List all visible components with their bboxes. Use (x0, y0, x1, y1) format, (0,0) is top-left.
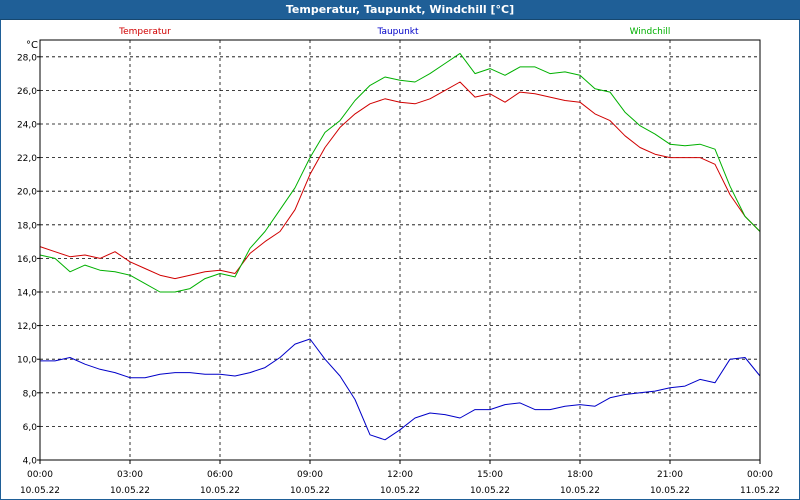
x-tick-label-time: 18:00 (567, 470, 593, 480)
y-tick-label: 10,0 (17, 356, 37, 366)
axes: 4,0 6,0 8,0 10,0 12,0 14,0 16,0 18,0 20,0 22,0 24,… (17, 39, 780, 496)
y-tick-label: 24,0 (17, 121, 37, 131)
y-tick-label: 8,0 (23, 389, 38, 399)
x-tick-label-time: 15:00 (477, 470, 503, 480)
x-tick-label-date: 10.05.22 (560, 486, 600, 496)
x-tick-label-date: 10.05.22 (110, 486, 150, 496)
y-tick-label: 18,0 (17, 221, 37, 231)
x-tick-label-date: 11.05.22 (740, 486, 780, 496)
series-line-temperatur (39, 81, 761, 280)
x-tick-label-date: 10.05.22 (290, 486, 330, 496)
chart: °C Temperatur Taupunkt Windchill 4,0 6,0 8,0… (17, 27, 780, 496)
chart-title: Temperatur, Taupunkt, Windchill [°C] (0, 0, 800, 20)
y-tick-label: 4,0 (23, 457, 38, 467)
plot-border (39, 39, 761, 461)
y-tick-label: 14,0 (17, 289, 37, 299)
y-tick-label: 20,0 (17, 188, 37, 198)
x-tick-label-time: 00:00 (27, 470, 53, 480)
y-tick-label: 12,0 (17, 322, 37, 332)
y-axis-label: °C (26, 40, 38, 51)
legend: Temperatur Taupunkt Windchill (118, 27, 670, 37)
y-tick-label: 22,0 (17, 154, 37, 164)
x-tick-label-time: 00:00 (747, 470, 773, 480)
x-tick-label-date: 10.05.22 (200, 486, 240, 496)
x-tick-label-time: 12:00 (387, 470, 413, 480)
legend-item-taupunkt: Taupunkt (376, 27, 419, 37)
x-tick-label-time: 06:00 (207, 470, 233, 480)
legend-item-temperatur: Temperatur (118, 27, 171, 37)
legend-item-windchill: Windchill (630, 27, 671, 37)
series-line-taupunkt (40, 338, 761, 441)
y-tick-label: 28,0 (17, 53, 37, 63)
x-tick-label-time: 03:00 (117, 470, 143, 480)
x-tick-label-date: 10.05.22 (650, 486, 690, 496)
y-tick-label: 26,0 (17, 87, 37, 97)
x-tick-label-time: 21:00 (657, 470, 683, 480)
grid (40, 40, 760, 460)
x-tick-label-date: 10.05.22 (20, 486, 60, 496)
y-tick-label: 16,0 (17, 255, 37, 265)
x-tick-label-date: 10.05.22 (470, 486, 510, 496)
x-tick-label-time: 09:00 (297, 470, 323, 480)
x-tick-label-date: 10.05.22 (380, 486, 420, 496)
series-line-windchill (39, 52, 761, 293)
y-tick-label: 6,0 (23, 423, 38, 433)
series-lines (39, 52, 761, 441)
